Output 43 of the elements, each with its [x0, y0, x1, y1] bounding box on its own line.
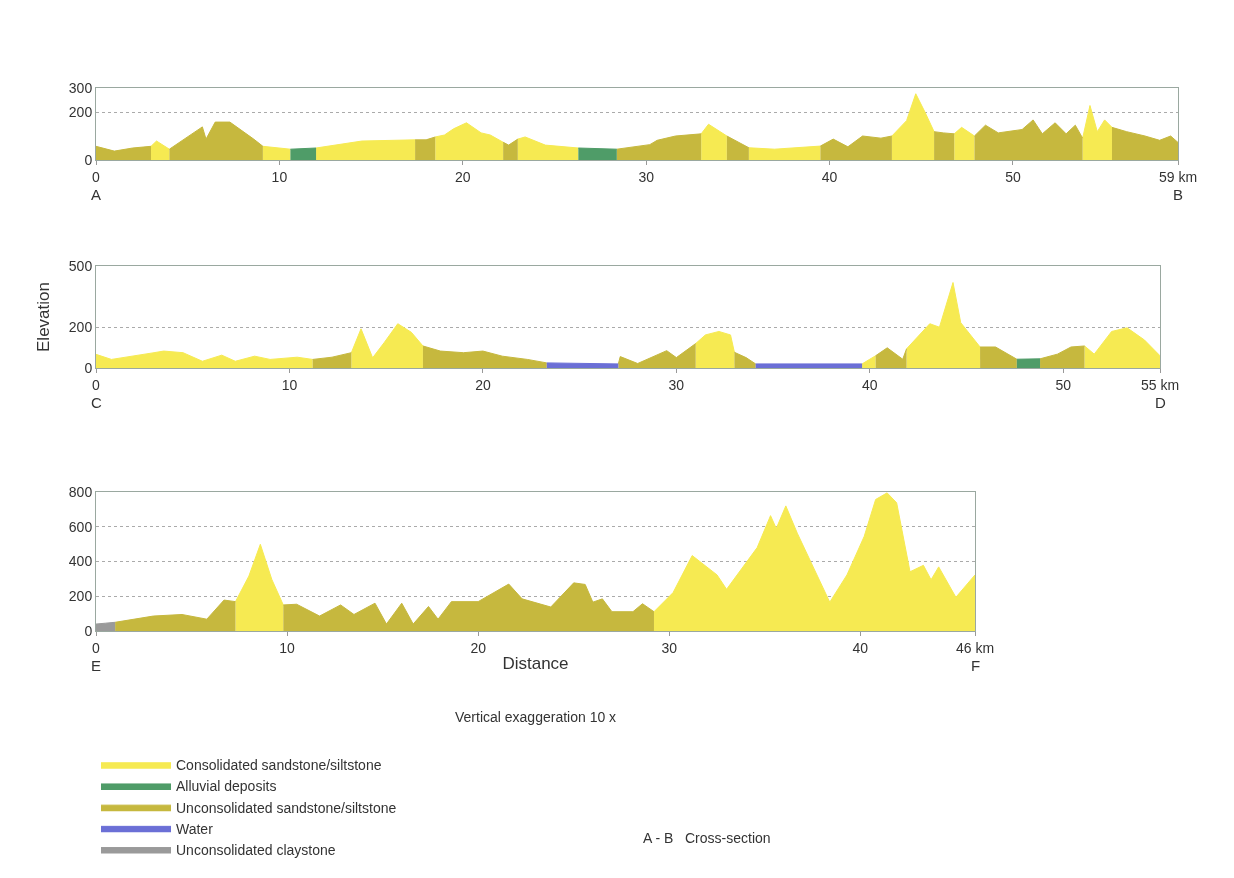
- y-axis-title: Elevation: [34, 282, 54, 352]
- y-tick-label: 500: [68, 257, 93, 274]
- legend-label: Unconsolidated claystone: [176, 842, 336, 859]
- y-tick-label: 0: [84, 359, 93, 376]
- legend-label: Alluvial deposits: [176, 778, 277, 795]
- text: A: [91, 186, 102, 203]
- x-tick-label: 59 km: [1158, 168, 1198, 185]
- x-tick-label: 40: [821, 168, 838, 185]
- text: F: [971, 657, 981, 674]
- y-tick-label: 800: [68, 483, 93, 500]
- x-axis-title: Distance: [502, 654, 569, 674]
- x-tick-label: 20: [454, 168, 471, 185]
- y-tick-label: 0: [84, 151, 93, 168]
- x-tick-label: 40: [862, 376, 878, 393]
- y-tick-label: 300: [68, 79, 93, 96]
- text: Vertical exaggeration 10 x: [455, 709, 617, 725]
- text: A - B Cross-section: [643, 830, 771, 846]
- legend-label: Water: [176, 820, 214, 837]
- x-tick-label: 40: [852, 639, 869, 656]
- x-tick-label: 46 km: [955, 639, 995, 656]
- y-tick-label: 200: [68, 319, 93, 336]
- legend-label: Consolidated sandstone/siltstone: [176, 757, 382, 774]
- text: E: [91, 657, 102, 674]
- y-tick-label: 600: [68, 518, 93, 535]
- x-tick-label: 30: [638, 168, 655, 185]
- x-tick-label: 20: [475, 376, 491, 393]
- text: B: [1173, 186, 1184, 203]
- x-tick-label: 50: [1005, 168, 1021, 185]
- x-tick-label: 30: [668, 376, 685, 393]
- text: C: [91, 394, 102, 411]
- x-tick-label: 20: [470, 639, 487, 656]
- x-tick-label: 10: [279, 639, 296, 656]
- y-tick-label: 200: [68, 103, 93, 120]
- text: D: [1155, 394, 1166, 411]
- x-tick-label: 55 km: [1140, 376, 1180, 393]
- x-tick-label: 10: [281, 376, 298, 393]
- y-tick-label: 0: [84, 622, 93, 639]
- x-tick-label: 30: [661, 639, 678, 656]
- y-tick-label: 400: [68, 553, 93, 570]
- x-tick-label: 50: [1055, 376, 1072, 393]
- x-tick-label: 10: [271, 168, 288, 185]
- y-tick-label: 200: [68, 588, 93, 605]
- legend-label: Unconsolidated sandstone/siltstone: [176, 799, 397, 816]
